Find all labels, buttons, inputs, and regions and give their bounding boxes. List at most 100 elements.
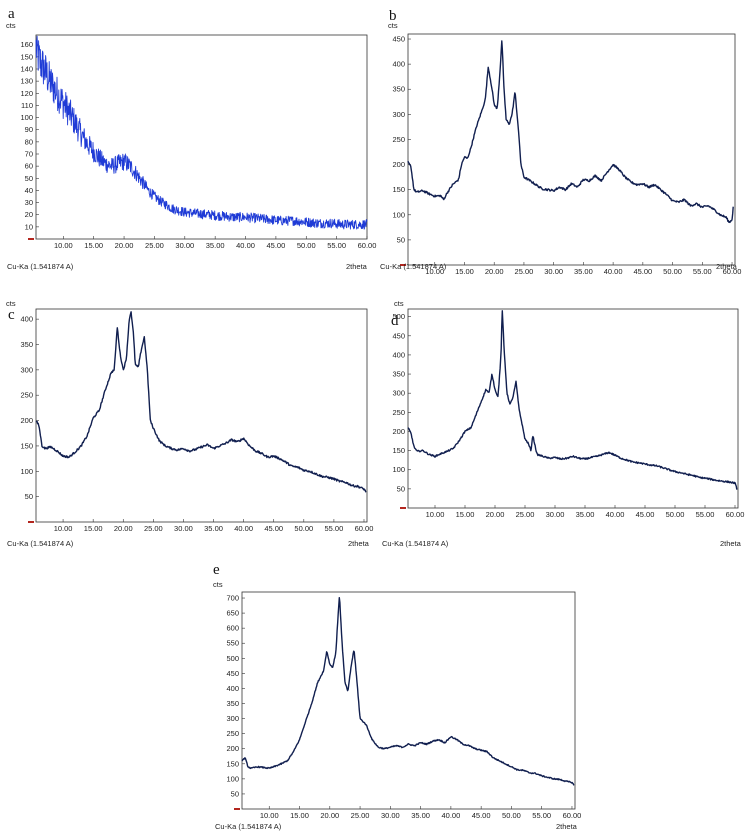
x-tick-label: 10.00 <box>260 811 279 820</box>
x-tick-label: 60.00 <box>723 267 742 276</box>
y-tick-label: 100 <box>20 113 33 122</box>
radiation-source-label: Cu-Ka (1.541874 A) <box>7 539 74 548</box>
x-tick-label: 60.00 <box>726 510 745 519</box>
y-tick-label: 250 <box>392 408 405 417</box>
xrd-pattern-line <box>407 40 734 224</box>
x-tick-label: 30.00 <box>175 241 194 250</box>
x-tick-label: 25.00 <box>515 267 534 276</box>
y-tick-label: 500 <box>392 312 405 321</box>
y-axis-unit: cts <box>6 21 16 30</box>
y-tick-label: 200 <box>20 416 33 425</box>
x-tick-label: 35.00 <box>204 524 223 533</box>
radiation-source-label: Cu-Ka (1.541874 A) <box>215 822 282 831</box>
x-tick-label: 50.00 <box>663 267 682 276</box>
y-tick-label: 150 <box>20 441 33 450</box>
x-tick-label: 60.00 <box>563 811 582 820</box>
y-axis-unit: cts <box>394 299 404 308</box>
y-tick-label: 100 <box>20 467 33 476</box>
y-axis-unit: cts <box>388 21 398 30</box>
y-tick-label: 300 <box>226 714 239 723</box>
x-tick-label: 15.00 <box>84 241 103 250</box>
y-tick-label: 650 <box>226 609 239 618</box>
y-tick-label: 120 <box>20 89 33 98</box>
y-tick-label: 40 <box>25 186 33 195</box>
y-tick-label: 400 <box>392 60 405 69</box>
y-tick-label: 250 <box>392 135 405 144</box>
y-tick-label: 350 <box>226 699 239 708</box>
x-tick-label: 55.00 <box>327 241 346 250</box>
y-tick-label: 110 <box>21 101 33 110</box>
plot-frame <box>407 308 739 509</box>
y-tick-label: 400 <box>392 350 405 359</box>
y-tick-label: 350 <box>20 340 33 349</box>
x-axis-unit: 2theta <box>348 539 370 548</box>
x-tick-label: 25.00 <box>145 241 164 250</box>
x-tick-label: 35.00 <box>574 267 593 276</box>
xrd-panel-e: e cts 50 100 150 200 250 300 350 400 450 500 550 600 6… <box>213 562 581 831</box>
xrd-pattern-line <box>407 310 738 490</box>
y-tick-label: 700 <box>226 594 239 603</box>
x-tick-label: 50.00 <box>502 811 521 820</box>
y-tick-label: 50 <box>397 235 405 244</box>
x-tick-label: 15.00 <box>455 267 474 276</box>
x-axis-unit: 2theta <box>720 539 742 548</box>
y-tick-label: 600 <box>226 624 239 633</box>
x-tick-label: 40.00 <box>441 811 460 820</box>
plot-frame <box>35 308 368 523</box>
x-tick-label: 50.00 <box>294 524 313 533</box>
x-tick-label: 15.00 <box>290 811 309 820</box>
y-tick-label: 20 <box>25 210 33 219</box>
y-tick-label: 140 <box>20 65 33 74</box>
y-tick-label: 80 <box>25 137 33 146</box>
x-tick-label: 10.00 <box>54 241 73 250</box>
x-tick-label: 30.00 <box>544 267 563 276</box>
x-tick-label: 45.00 <box>633 267 652 276</box>
x-tick-label: 25.00 <box>516 510 535 519</box>
x-tick-label: 40.00 <box>236 241 255 250</box>
y-tick-label: 300 <box>392 110 405 119</box>
x-tick-label: 40.00 <box>604 267 623 276</box>
radiation-source-label: Cu-Ka (1.541874 A) <box>380 262 447 271</box>
x-tick-label: 20.00 <box>115 241 134 250</box>
y-tick-label: 150 <box>20 52 33 61</box>
y-tick-label: 90 <box>25 125 33 134</box>
y-tick-label: 300 <box>392 389 405 398</box>
y-tick-label: 250 <box>20 391 33 400</box>
y-tick-label: 150 <box>226 759 239 768</box>
x-tick-label: 45.00 <box>636 510 655 519</box>
x-tick-label: 55.00 <box>325 524 344 533</box>
xrd-pattern-line <box>35 35 368 230</box>
x-tick-label: 40.00 <box>234 524 253 533</box>
x-tick-label: 10.00 <box>425 267 444 276</box>
y-axis-unit: cts <box>6 299 16 308</box>
y-tick-label: 200 <box>226 744 239 753</box>
y-tick-label: 450 <box>392 35 405 44</box>
x-tick-label: 10.00 <box>54 524 73 533</box>
x-tick-label: 45.00 <box>472 811 491 820</box>
radiation-source-label: Cu-Ka (1.541874 A) <box>382 539 449 548</box>
y-tick-label: 250 <box>226 729 239 738</box>
panel-letter: e <box>213 562 220 578</box>
y-tick-label: 50 <box>397 484 405 493</box>
y-tick-label: 450 <box>392 331 405 340</box>
xrd-panel-d: d cts 50 100 150 200 250 300 350 400 450 500 10.00 15… <box>382 299 744 548</box>
x-axis-unit: 2theta <box>716 262 738 271</box>
x-tick-label: 35.00 <box>411 811 430 820</box>
x-axis-unit: 2theta <box>556 822 578 831</box>
x-tick-label: 60.00 <box>355 524 374 533</box>
y-tick-label: 30 <box>25 198 33 207</box>
panel-letter: b <box>389 8 397 24</box>
x-tick-label: 60.00 <box>358 241 377 250</box>
x-tick-label: 15.00 <box>456 510 475 519</box>
y-tick-label: 400 <box>20 315 33 324</box>
x-tick-label: 15.00 <box>84 524 103 533</box>
x-tick-label: 10.00 <box>426 510 445 519</box>
y-tick-label: 100 <box>392 210 405 219</box>
x-tick-label: 45.00 <box>264 524 283 533</box>
panel-letter: a <box>8 6 15 22</box>
xrd-pattern-line <box>241 597 575 786</box>
x-tick-label: 40.00 <box>606 510 625 519</box>
